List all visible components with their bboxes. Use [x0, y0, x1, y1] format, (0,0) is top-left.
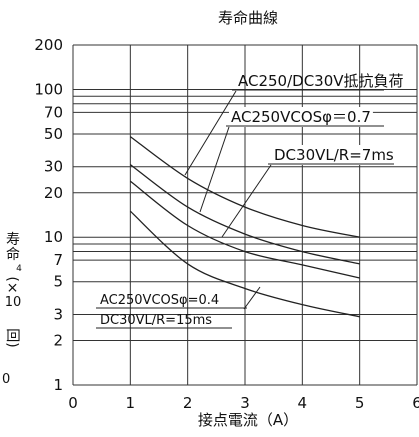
- corner-label: 0: [2, 372, 10, 387]
- y-tick-label: 30: [44, 158, 63, 176]
- x-tick-label: 4: [298, 394, 308, 412]
- annotation-label: AC250VCOSφ＝0.7: [231, 108, 371, 126]
- y-tick-label: 1: [53, 376, 63, 394]
- series-line: [129, 180, 360, 279]
- annotation-leader-line: [243, 286, 261, 310]
- y-tick-label: 2: [53, 332, 63, 350]
- y-tick-label: 7: [53, 251, 63, 269]
- x-tick-label: 1: [126, 394, 136, 412]
- annotation-background: [229, 107, 373, 127]
- annotation-background: [272, 145, 396, 165]
- series-layer: [129, 136, 360, 318]
- annotation-label: AC250VCOSφ=0.4: [100, 293, 219, 308]
- grid-layer: [72, 44, 418, 386]
- y-axis-unit-exponent: 4: [16, 264, 22, 274]
- y-tick-label: 200: [34, 36, 63, 54]
- y-axis-label: 寿 命 (× 4 10 回): [4, 231, 22, 348]
- y-tick-label: 10: [44, 228, 63, 246]
- annotation-layer: AC250/DC30V抵抗負荷 AC250VCOSφ＝0.7 DC30VL/R=7m…: [96, 72, 404, 329]
- annotation-label: DC30VL/R=15ms: [100, 313, 212, 328]
- y-axis-unit-open: (×: [4, 276, 20, 293]
- y-tick-label: 5: [53, 273, 63, 291]
- x-tick-label: 2: [183, 394, 193, 412]
- y-tick-label: 3: [53, 306, 63, 324]
- x-axis-label: 接点電流（A）: [198, 411, 298, 429]
- series-line: [129, 136, 360, 238]
- annotation-label: DC30VL/R=7ms: [274, 146, 394, 164]
- x-tick-label: 6: [412, 394, 419, 412]
- annotation-label: AC250/DC30V抵抗負荷: [238, 72, 404, 90]
- x-tick-label: 3: [240, 394, 250, 412]
- y-tick-label: 20: [44, 184, 63, 202]
- chart-title: 寿命曲線: [218, 9, 278, 27]
- x-tick-label: 5: [355, 394, 365, 412]
- y-tick-label: 100: [34, 80, 63, 98]
- series-line: [129, 210, 360, 318]
- annotation-leader-line: [199, 126, 230, 213]
- y-axis-label-char-1: 寿: [6, 231, 20, 248]
- y-tick-label: 50: [44, 125, 63, 143]
- annotation-leader-line: [221, 164, 272, 238]
- y-axis-unit-base: 10: [5, 295, 22, 310]
- series-line: [129, 164, 360, 265]
- x-tick-label: 0: [68, 394, 78, 412]
- annotation-leader-line: [184, 90, 237, 176]
- y-axis-label-char-2: 命: [6, 246, 20, 263]
- y-axis-unit-close: 回): [4, 328, 20, 347]
- y-tick-label: 70: [44, 103, 63, 121]
